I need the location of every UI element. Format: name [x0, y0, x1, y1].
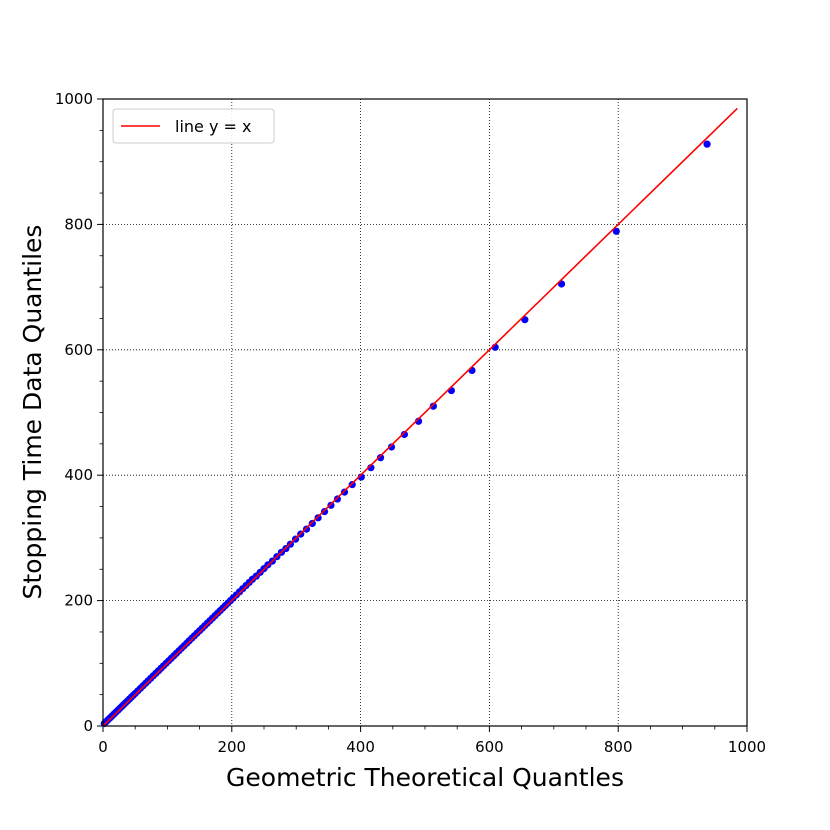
data-point: [703, 140, 711, 148]
y-tick-labels: 0 200 400 600 800 1000: [55, 90, 93, 735]
x-tick-label: 400: [346, 738, 375, 756]
legend-box: [112, 108, 275, 144]
data-point: [376, 454, 385, 462]
major-ticks: [97, 98, 748, 732]
y-tick-label: 1000: [55, 90, 93, 108]
plot-frame: [102, 98, 748, 727]
x-tick-label: 800: [604, 738, 633, 756]
data-points: [100, 140, 711, 728]
data-point: [447, 386, 456, 395]
y-tick-label: 600: [64, 341, 93, 359]
data-point: [348, 481, 356, 489]
x-axis-label: Geometric Theoretical Quantles: [226, 763, 624, 792]
x-tick-labels: 0 200 400 600 800 1000: [98, 738, 766, 756]
data-point: [468, 366, 476, 375]
legend: line y = x: [112, 108, 275, 144]
x-tick-label: 200: [217, 738, 246, 756]
x-tick-label: 600: [475, 738, 504, 756]
grid-lines: [103, 99, 747, 726]
reference-line-y-equals-x: [102, 107, 738, 727]
data-point: [314, 514, 322, 522]
data-point: [429, 402, 437, 410]
data-point: [400, 430, 408, 439]
y-tick-label: 0: [83, 717, 93, 735]
data-point: [320, 507, 329, 516]
data-point: [308, 519, 316, 528]
legend-label: line y = x: [175, 117, 251, 136]
data-point: [333, 495, 342, 503]
y-axis-label: Stopping Time Data Quantiles: [18, 225, 47, 600]
data-point: [302, 525, 311, 533]
x-tick-label: 1000: [728, 738, 766, 756]
data-point: [612, 227, 620, 235]
data-point: [340, 488, 349, 496]
y-tick-label: 400: [64, 466, 93, 484]
y-tick-label: 800: [64, 215, 93, 233]
data-point: [327, 501, 335, 509]
data-point: [387, 443, 396, 451]
x-tick-label: 0: [98, 738, 108, 756]
y-tick-label: 200: [64, 592, 93, 610]
